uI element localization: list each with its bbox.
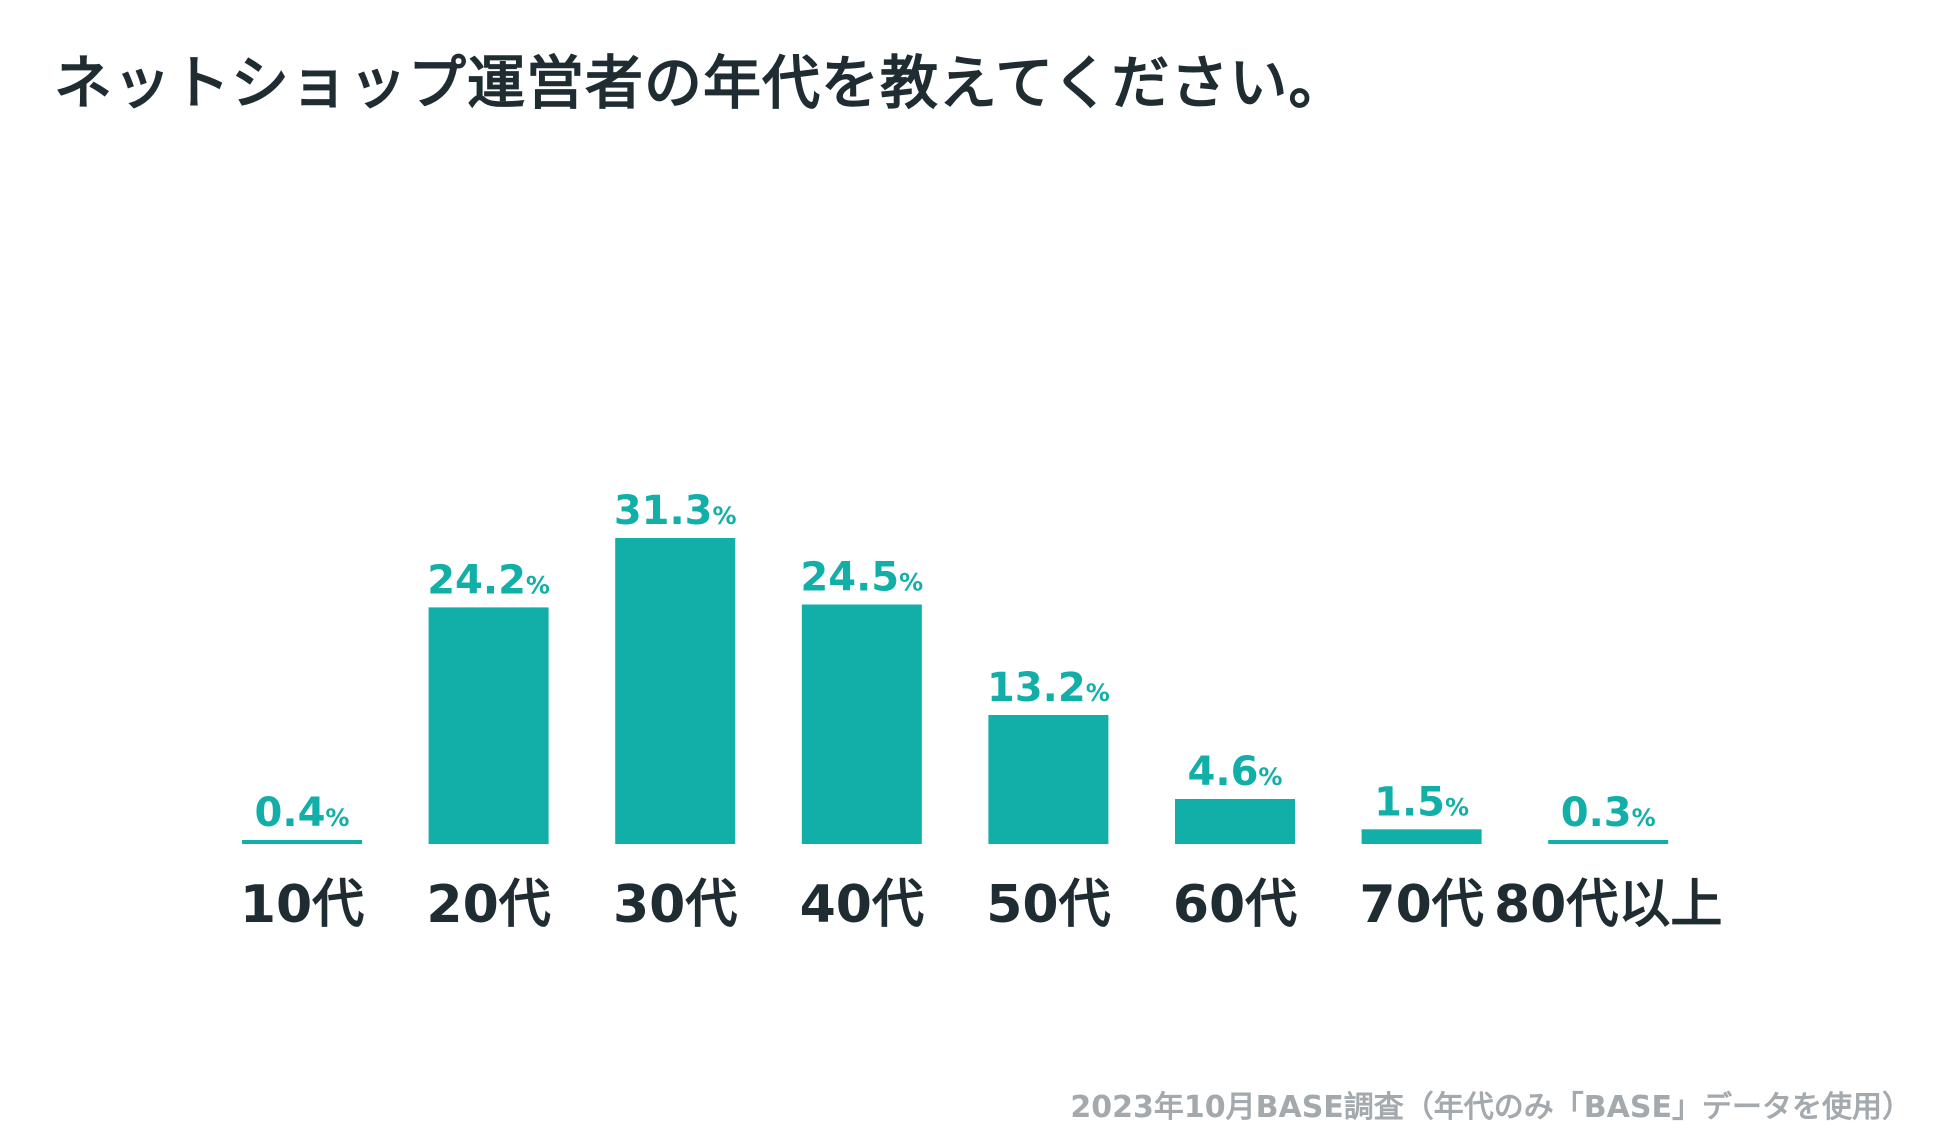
category-label-2: 30代 xyxy=(613,875,737,935)
value-label-5: 4.6% xyxy=(1188,749,1283,795)
bar-3 xyxy=(801,604,922,844)
source-note: 2023年10月BASE調査（年代のみ「BASE」データを使用） xyxy=(1070,1090,1912,1125)
value-label-unit: % xyxy=(1632,804,1656,832)
value-labels-group: 0.4%24.2%31.3%24.5%13.2%4.6%1.5% 0.3% xyxy=(255,488,1656,836)
bar-2 xyxy=(615,538,736,844)
value-label-unit: % xyxy=(899,569,923,597)
value-label-number: 4.6 xyxy=(1188,749,1259,795)
bar-1 xyxy=(428,607,549,844)
value-label-unit: % xyxy=(1258,763,1282,791)
bar-6 xyxy=(1361,829,1482,844)
category-label-6: 70代 xyxy=(1359,875,1483,935)
category-label-5: 60代 xyxy=(1173,875,1297,935)
category-label-1: 20代 xyxy=(426,875,550,935)
value-label-2: 31.3% xyxy=(614,488,737,534)
value-label-0: 0.4% xyxy=(255,790,350,836)
value-label-number: 24.5 xyxy=(800,555,899,601)
value-label-number: 1.5 xyxy=(1374,779,1445,825)
value-label-unit: % xyxy=(325,804,349,832)
value-label-number: 0.3 xyxy=(1561,790,1632,836)
value-label-number: 24.2 xyxy=(427,557,526,603)
value-label-unit: % xyxy=(713,502,737,530)
chart-title: ネットショップ運営者の年代を教えてください。 xyxy=(54,49,1348,117)
category-label-4: 50代 xyxy=(986,875,1110,935)
value-label-unit: % xyxy=(1086,679,1110,707)
value-label-number: 13.2 xyxy=(987,665,1086,711)
bar-5 xyxy=(1175,799,1295,844)
value-label-4: 13.2% xyxy=(987,665,1110,711)
value-label-unit: % xyxy=(526,571,550,599)
bar-4 xyxy=(988,715,1109,844)
category-label-3: 40代 xyxy=(800,875,924,935)
category-labels-group: 10代 20代 30代 40代 50代 60代 70代 80代以上 xyxy=(240,875,1723,935)
value-label-7: 0.3% xyxy=(1561,790,1656,836)
value-label-number: 31.3 xyxy=(614,488,713,534)
category-label-7: 80代以上 xyxy=(1494,875,1722,935)
bar-7 xyxy=(1548,840,1669,844)
category-label-0: 10代 xyxy=(240,875,364,935)
value-label-unit: % xyxy=(1445,793,1469,821)
value-label-6: 1.5% xyxy=(1374,779,1469,825)
bar-0 xyxy=(242,840,362,844)
value-label-number: 0.4 xyxy=(255,790,326,836)
value-label-1: 24.2% xyxy=(427,557,550,603)
bars-group xyxy=(242,538,1669,844)
value-label-3: 24.5% xyxy=(800,555,923,601)
